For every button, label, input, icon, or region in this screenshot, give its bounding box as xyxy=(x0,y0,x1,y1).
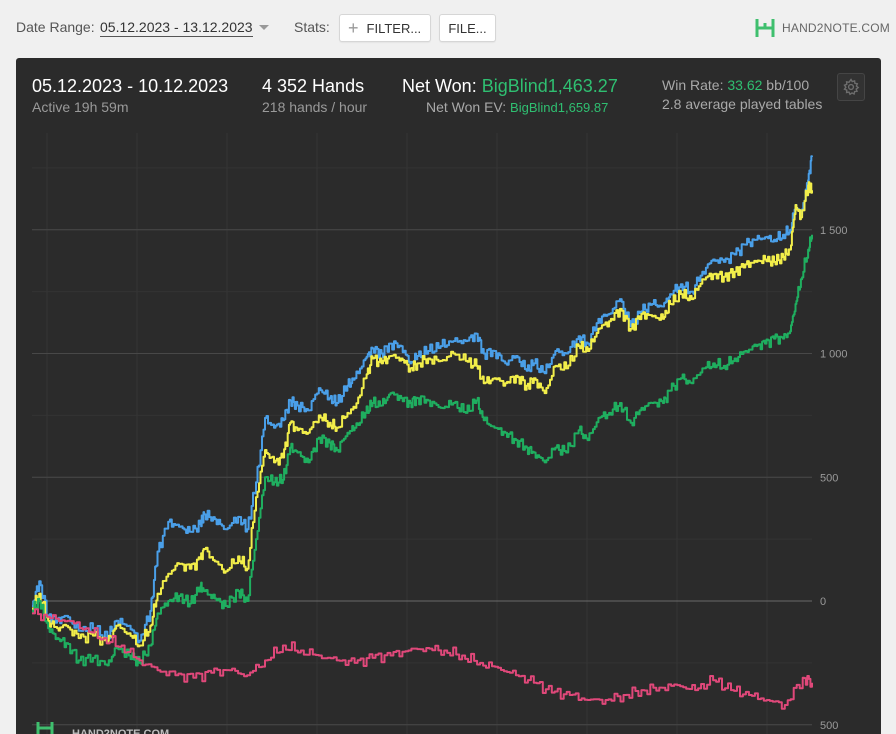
top-toolbar: Date Range: 05.12.2023 - 13.12.2023 Stat… xyxy=(0,0,896,56)
file-button-label: FILE... xyxy=(448,20,487,36)
hand2note-logo-icon xyxy=(755,19,775,37)
net-won-ev: Net Won EV: BigBlind1,659.87 xyxy=(426,99,608,115)
net-won-ev-value: BigBlind1,659.87 xyxy=(510,100,609,115)
hands-count: 4 352 Hands xyxy=(262,76,365,96)
hand2note-logo: HAND2NOTE.COM xyxy=(754,17,890,39)
bankroll-graph[interactable]: 500 0 500 1 000 1 500 HAND2NOTE.COM xyxy=(16,58,881,734)
win-rate: Win Rate: 33.62 bb/100 xyxy=(662,77,809,93)
date-range-label: Date Range: xyxy=(16,19,95,35)
file-button[interactable]: FILE... xyxy=(439,14,496,42)
win-rate-value: 33.62 xyxy=(727,77,763,93)
average-tables: 2.8 average played tables xyxy=(662,96,823,112)
date-range-caret-icon[interactable] xyxy=(259,25,269,30)
y-tick-label: 500 xyxy=(820,720,838,732)
y-tick-label: 0 xyxy=(820,596,826,608)
watermark-logo-icon xyxy=(36,722,54,734)
logo-text: HAND2NOTE.COM xyxy=(782,21,890,35)
y-tick-label: 1 500 xyxy=(820,225,848,237)
graph-panel: 05.12.2023 - 10.12.2023 Active 19h 59m 4… xyxy=(16,58,881,734)
period-title: 05.12.2023 - 10.12.2023 xyxy=(32,76,229,96)
watermark-text: HAND2NOTE.COM xyxy=(72,728,169,734)
net-won-ev-label: Net Won EV: xyxy=(426,99,507,115)
series-line-1 xyxy=(32,155,813,644)
hands-rate: 218 hands / hour xyxy=(262,99,368,115)
filter-button-label: FILTER... xyxy=(366,20,422,36)
series-line-4 xyxy=(32,608,813,710)
win-rate-label: Win Rate: xyxy=(662,77,724,93)
plus-icon: + xyxy=(348,18,359,38)
win-rate-unit: bb/100 xyxy=(766,77,810,93)
net-won-label: Net Won: xyxy=(402,76,477,96)
net-won-value: BigBlind1,463.27 xyxy=(481,76,618,96)
filter-button[interactable]: + FILTER... xyxy=(339,14,431,42)
stats-label: Stats: xyxy=(294,19,330,35)
net-won: Net Won: BigBlind1,463.27 xyxy=(402,76,618,97)
y-tick-label: 1 000 xyxy=(820,349,848,361)
date-range-select[interactable]: 05.12.2023 - 13.12.2023 xyxy=(100,19,253,37)
y-tick-label: 500 xyxy=(820,472,838,484)
gear-icon xyxy=(843,78,860,96)
series-line-2 xyxy=(32,181,813,648)
settings-button[interactable] xyxy=(837,73,865,101)
active-time: Active 19h 59m xyxy=(32,99,129,115)
series-line-3 xyxy=(32,234,813,667)
